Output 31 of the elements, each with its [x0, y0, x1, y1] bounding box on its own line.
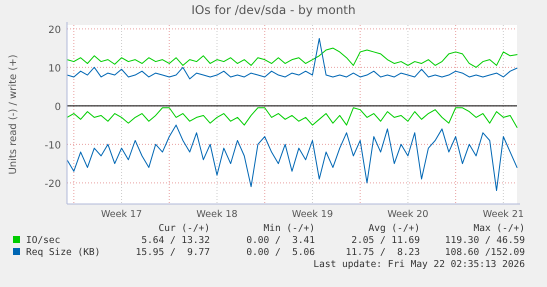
- text: 2.05 / 11.69: [351, 235, 420, 246]
- text: 11.75 / 8.23: [346, 247, 420, 258]
- y-tick-label: 0: [54, 102, 61, 113]
- text: Last update: Fri May 22 02:35:13 2026: [313, 259, 526, 270]
- x-tick-label: Week 19: [292, 209, 334, 220]
- text: Min (-/+): [264, 223, 315, 234]
- x-tick-label: Week 21: [482, 209, 524, 220]
- legend-label: Req Size (KB): [26, 247, 100, 258]
- line-series: [66, 38, 518, 80]
- text: Max (-/+): [474, 223, 525, 234]
- text: 0.00 / 3.41: [246, 235, 316, 246]
- text: 15.95 / 9.77: [136, 247, 210, 258]
- text: 0.00 / 5.06: [246, 247, 316, 258]
- text: 119.30 / 46.59: [444, 235, 526, 246]
- line-series: [66, 107, 518, 128]
- text: 5.64 / 13.32: [141, 235, 210, 246]
- y-tick-label: 20: [48, 24, 61, 36]
- x-tick-label: Week 20: [387, 209, 428, 220]
- text: Avg (-/+): [368, 223, 420, 234]
- y-tick-label: -10: [44, 140, 61, 152]
- text: 108.60 /152.09: [444, 247, 526, 258]
- text: Cur (-/+): [158, 223, 210, 234]
- y-axis-title: Units read (-) / write (+): [8, 54, 19, 175]
- chart-title: IOs for /dev/sda - by month: [191, 3, 356, 17]
- x-tick-label: Week 18: [196, 209, 238, 220]
- x-tick-label: Week 17: [100, 209, 142, 220]
- line-series: [66, 124, 518, 192]
- legend-label: IO/sec: [26, 235, 60, 246]
- y-tick-label: 10: [48, 63, 61, 74]
- y-tick-label: -20: [44, 178, 61, 190]
- line-series: [66, 48, 518, 68]
